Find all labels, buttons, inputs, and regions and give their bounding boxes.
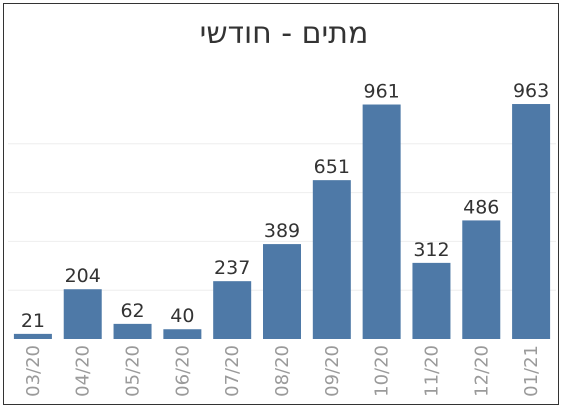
bar-12/20 <box>462 220 501 339</box>
bars <box>13 104 551 340</box>
data-label-10/20: 961 <box>364 81 400 103</box>
x-tick-labels: 03/20 04/20 05/20 06/20 07/20 08/20 09/20 10/20… <box>23 345 542 397</box>
bar-11/20 <box>412 262 451 339</box>
tick-label-07/20: 07/20 <box>222 345 243 397</box>
tick-label-05/20: 05/20 <box>123 345 144 397</box>
data-label-03/20: 21 <box>21 310 45 332</box>
data-label-08/20: 389 <box>264 220 300 242</box>
bar-03/20 <box>13 333 52 339</box>
tick-label-10/20: 10/20 <box>372 345 393 397</box>
tick-label-04/20: 04/20 <box>73 345 94 397</box>
tick-label-03/20: 03/20 <box>23 345 44 397</box>
chart-title: מתים - חודשי <box>199 16 369 51</box>
bar-01/21 <box>512 104 551 339</box>
tick-label-01/21: 01/21 <box>521 345 542 397</box>
data-label-05/20: 62 <box>120 300 144 322</box>
tick-label-11/20: 11/20 <box>421 345 442 397</box>
data-label-09/20: 651 <box>314 156 350 178</box>
data-label-07/20: 237 <box>214 257 250 279</box>
tick-label-08/20: 08/20 <box>272 345 293 397</box>
bar-06/20 <box>163 329 202 339</box>
data-label-01/21: 963 <box>513 80 549 102</box>
tick-label-09/20: 09/20 <box>322 345 343 397</box>
data-labels: 21 204 62 40 237 389 651 961 312 486 963 <box>21 80 549 332</box>
data-label-04/20: 204 <box>65 265 101 287</box>
data-label-06/20: 40 <box>170 305 194 327</box>
bar-05/20 <box>113 323 152 339</box>
bar-08/20 <box>263 244 301 339</box>
bar-10/20 <box>362 104 401 340</box>
tick-label-12/20: 12/20 <box>471 345 492 397</box>
bar-09/20 <box>312 180 351 339</box>
tick-label-06/20: 06/20 <box>172 345 193 397</box>
bar-07/20 <box>213 281 252 339</box>
data-label-11/20: 312 <box>413 239 449 261</box>
bar-04/20 <box>63 289 102 339</box>
data-label-12/20: 486 <box>463 196 499 218</box>
